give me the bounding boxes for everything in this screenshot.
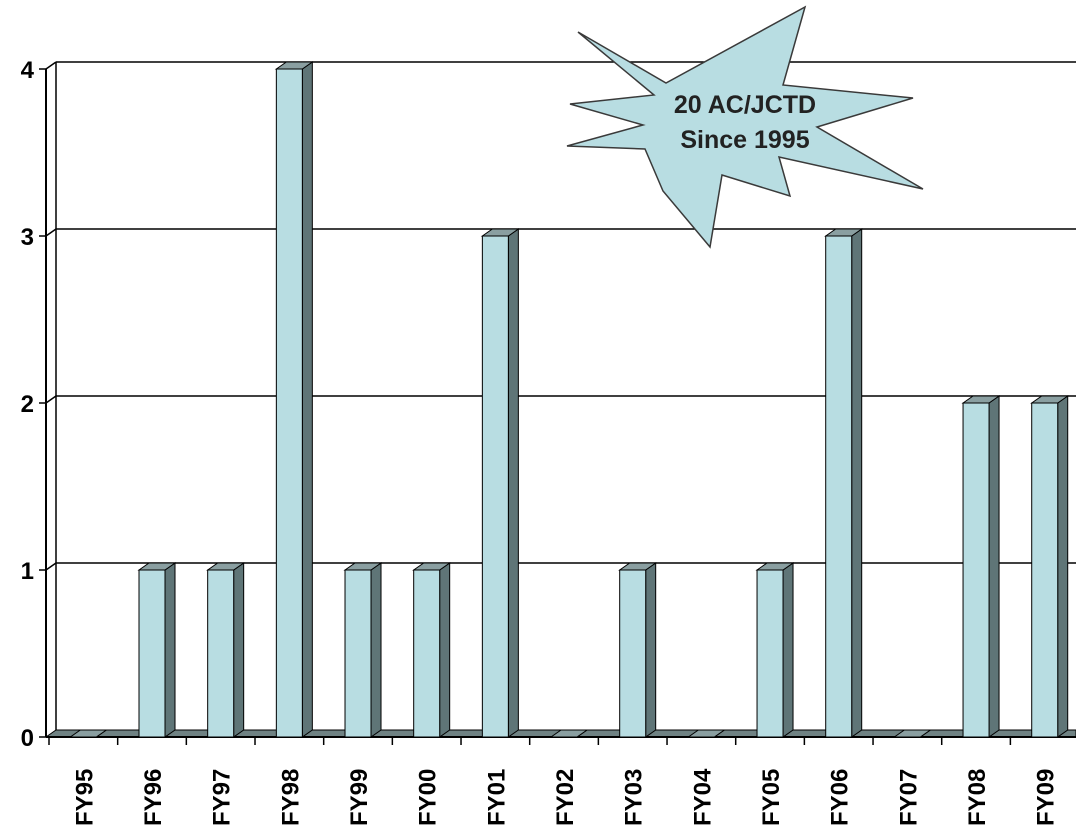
- x-tick-label: FY00: [415, 769, 442, 826]
- y-tick-label: 2: [21, 391, 34, 418]
- bar-FY96: [137, 562, 177, 738]
- x-tick-label: FY99: [346, 769, 373, 826]
- bar-FY99: [343, 562, 383, 738]
- bar-face: [344, 569, 372, 738]
- y-tick-labels: 0 1 2 3 4: [21, 57, 35, 752]
- x-tick-label: FY98: [277, 769, 304, 826]
- gridlines: [45, 61, 1076, 571]
- bar-FY01: [480, 228, 520, 738]
- callout-line2: Since 1995: [680, 126, 809, 154]
- bar-side: [439, 562, 451, 738]
- bar-FY08: [961, 395, 1001, 738]
- gridline-diagonal: [45, 61, 57, 70]
- bar-face: [825, 235, 853, 738]
- y-tick-label: 0: [21, 725, 34, 752]
- x-tick-label: FY03: [621, 769, 648, 826]
- bar-FY00: [412, 562, 452, 738]
- bar-face: [413, 569, 441, 738]
- bar-side: [370, 562, 382, 738]
- bar-FY07: [892, 729, 932, 738]
- y-tick-label: 4: [21, 57, 35, 84]
- bar-side: [988, 395, 1000, 738]
- gridline-diagonal: [45, 395, 57, 404]
- x-tick-label: FY97: [209, 769, 236, 826]
- x-tick-labels: FY95 FY96 FY97 FY98 FY99 FY00 FY01 FY02 FY03 FY04…: [71, 768, 1059, 826]
- bar-side: [645, 562, 657, 738]
- bar-FY95: [68, 729, 108, 738]
- bar-FY04: [686, 729, 726, 738]
- x-tick-label: FY95: [71, 769, 98, 826]
- bar-side: [301, 61, 313, 738]
- x-tick-label: FY06: [827, 769, 854, 826]
- bar-top: [68, 729, 108, 738]
- bar-face: [1031, 402, 1059, 738]
- y-tick-label: 3: [21, 224, 34, 251]
- bar-face: [275, 68, 303, 738]
- bars: [68, 61, 1070, 738]
- bar-FY97: [206, 562, 246, 738]
- x-tick-label: FY02: [552, 769, 579, 826]
- bar-side: [164, 562, 176, 738]
- bar-face: [207, 569, 235, 738]
- gridline-diagonal: [45, 562, 57, 571]
- x-tick-label: FY07: [895, 769, 922, 826]
- bar-face: [138, 569, 166, 738]
- bar-FY98: [274, 61, 314, 738]
- bar-FY09: [1030, 395, 1070, 738]
- bar-top: [686, 729, 726, 738]
- bar-side: [851, 228, 863, 738]
- bar-face: [619, 569, 647, 738]
- x-tick-label: FY04: [689, 768, 716, 826]
- x-tick-label: FY01: [483, 769, 510, 826]
- bar-FY06: [824, 228, 864, 738]
- bar-face: [481, 235, 509, 738]
- bar-side: [1057, 395, 1069, 738]
- callout-line1: 20 AC/JCTD: [674, 91, 816, 119]
- x-tick-label: FY96: [140, 769, 167, 826]
- bar-side: [233, 562, 245, 738]
- bar-face: [756, 569, 784, 738]
- starburst-shape: [566, 5, 924, 249]
- axes: [39, 62, 1076, 745]
- bar-FY03: [618, 562, 658, 738]
- x-tick-label: FY09: [1033, 769, 1060, 826]
- x-tick-label: FY05: [758, 769, 785, 826]
- bar-face: [962, 402, 990, 738]
- bar-side: [782, 562, 794, 738]
- y-tick-label: 1: [21, 558, 34, 585]
- bar-top: [549, 729, 589, 738]
- bar-FY02: [549, 729, 589, 738]
- x-tick-label: FY08: [964, 769, 991, 826]
- starburst-callout: 20 AC/JCTD Since 1995: [566, 5, 924, 249]
- bar-side: [507, 228, 519, 738]
- gridline-diagonal: [45, 228, 57, 237]
- bar-top: [892, 729, 932, 738]
- bar-FY05: [755, 562, 795, 738]
